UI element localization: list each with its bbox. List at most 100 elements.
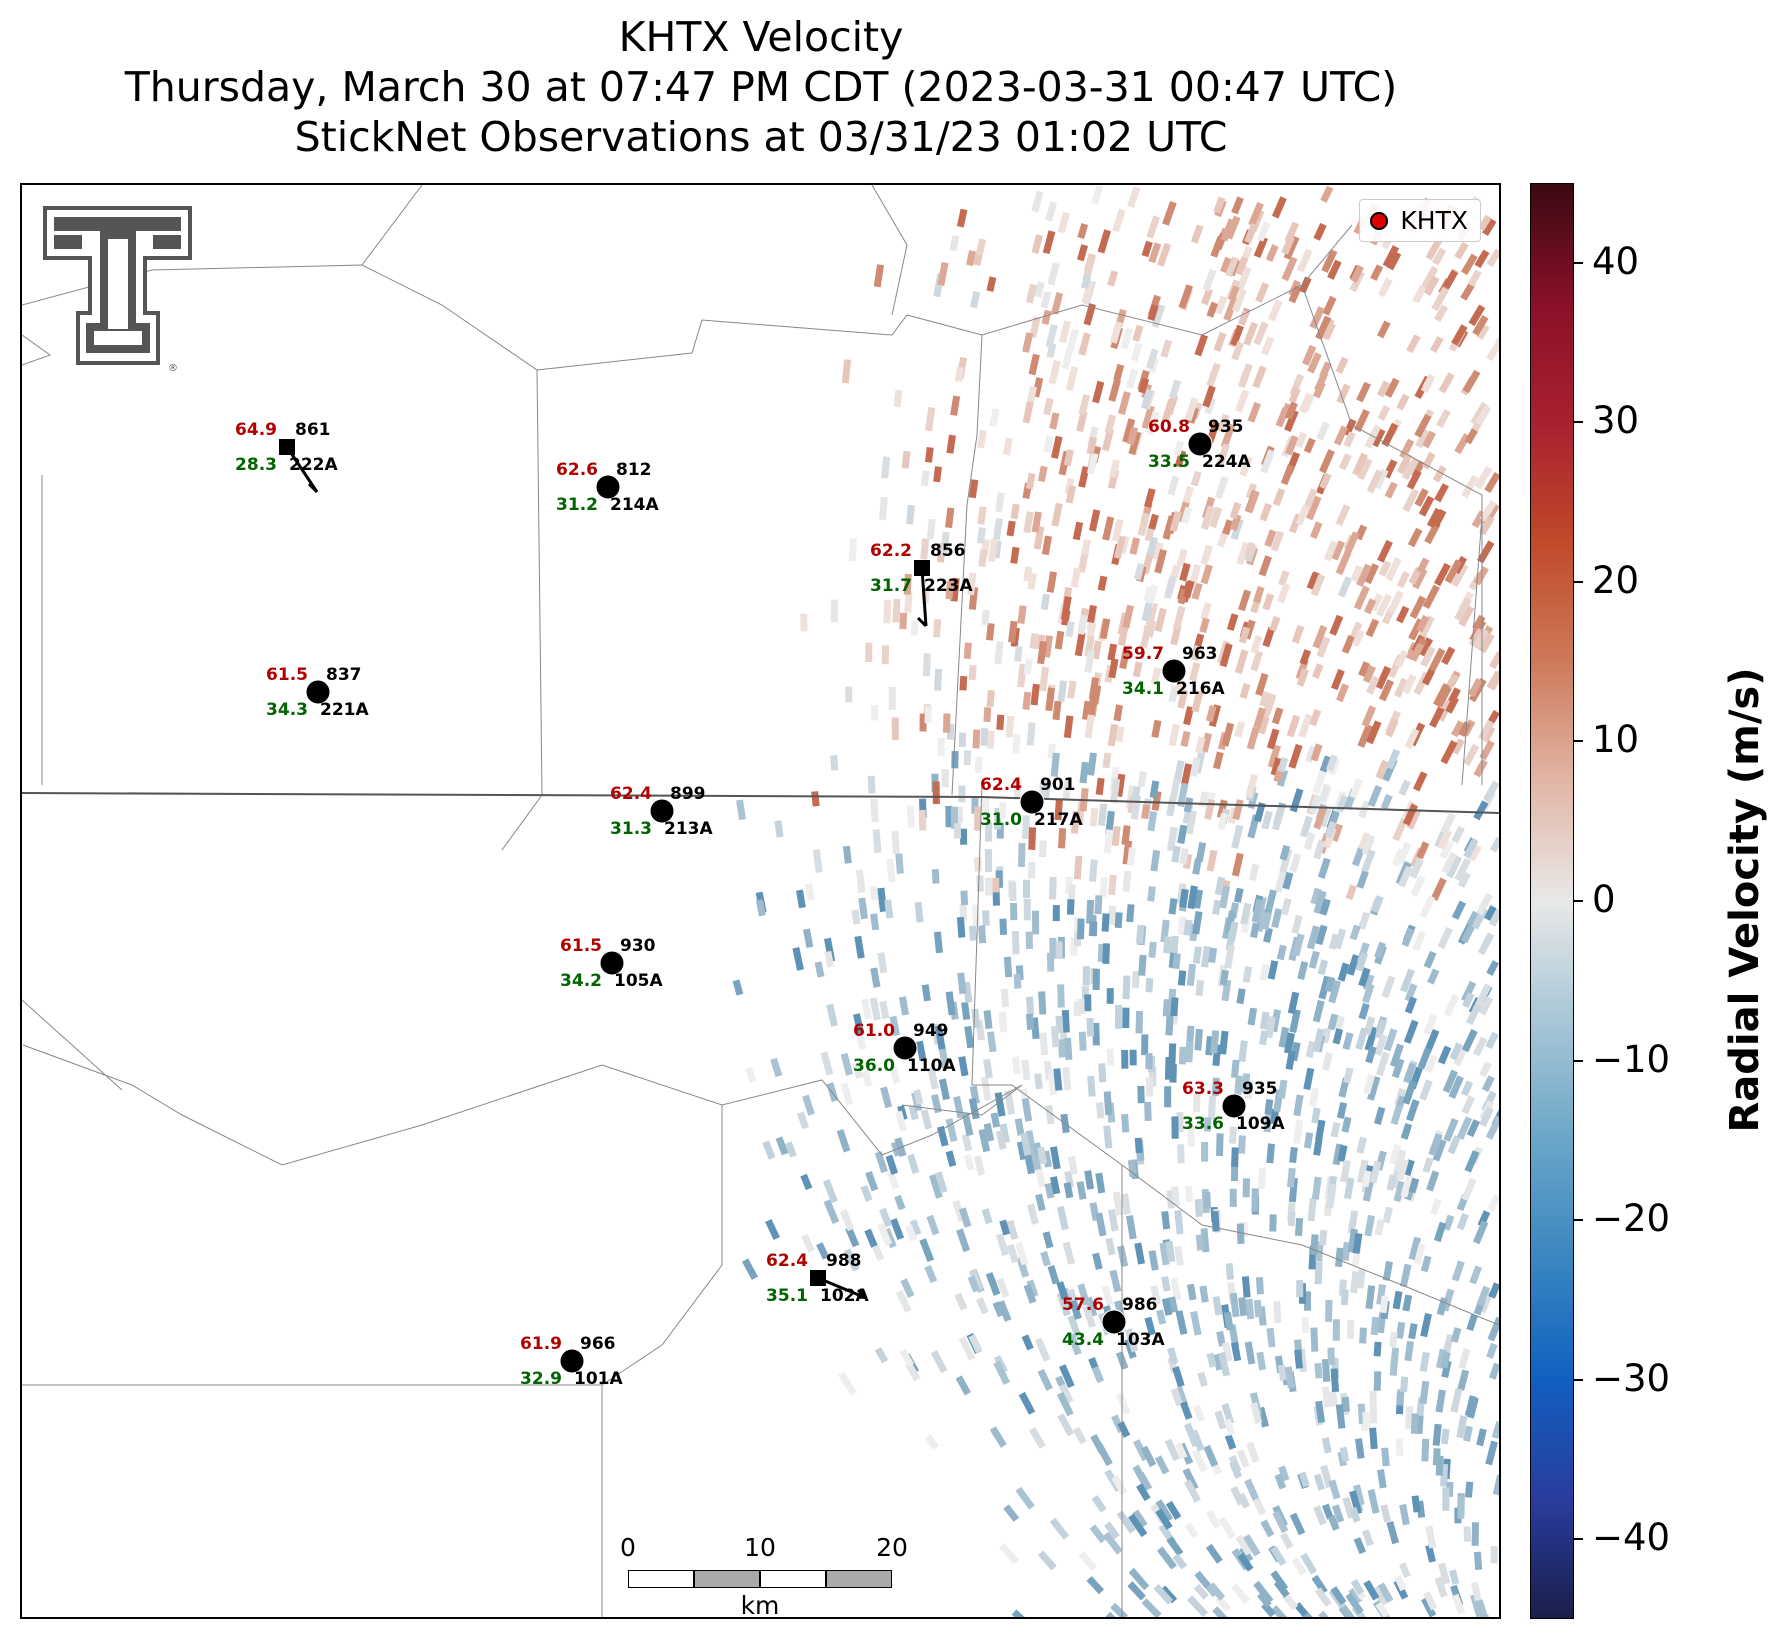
radar-gate xyxy=(961,1112,974,1137)
radar-gate xyxy=(877,952,888,974)
radar-gate xyxy=(1204,1117,1212,1132)
radar-gate xyxy=(1259,502,1272,522)
radar-gate xyxy=(1092,1252,1103,1270)
radar-gate xyxy=(890,1218,905,1241)
radar-gate xyxy=(1184,1479,1201,1503)
wind-barb xyxy=(920,567,928,627)
radar-gate xyxy=(1200,732,1213,753)
radar-gate xyxy=(967,1275,980,1293)
radar-gate xyxy=(1219,642,1233,668)
radar-gate xyxy=(1000,988,1010,1008)
radar-gate xyxy=(1457,871,1471,888)
radar-gate xyxy=(1481,1075,1495,1093)
radar-gate xyxy=(1073,855,1083,880)
radar-gate xyxy=(909,1219,922,1236)
radar-gate xyxy=(1230,1486,1245,1506)
radar-gate xyxy=(1155,1508,1173,1530)
radar-gate xyxy=(1215,443,1231,468)
radar-gate xyxy=(1327,1514,1340,1531)
radar-gate xyxy=(1238,1040,1248,1063)
radar-map[interactable]: 64.9 28.3 861 222A 62.6 31.2 812 214A 62.2 31.7 85… xyxy=(20,183,1501,1619)
radar-gate xyxy=(1284,1366,1295,1389)
radar-gate xyxy=(888,687,896,710)
radar-gate xyxy=(1458,1348,1471,1370)
radar-gate xyxy=(1420,1255,1432,1273)
radar-gate xyxy=(1396,1389,1405,1406)
radar-gate xyxy=(1015,1241,1029,1266)
radar-gate xyxy=(963,750,972,766)
radar-gate xyxy=(1396,452,1413,475)
radar-gate xyxy=(895,1290,912,1313)
radar-gate xyxy=(1263,927,1273,943)
radar-gate xyxy=(1462,369,1481,394)
radar-gate xyxy=(1250,650,1264,672)
radar-gate xyxy=(1375,759,1389,780)
radar-gate xyxy=(1381,975,1396,999)
radar-gate xyxy=(1257,1167,1266,1189)
radar-gate xyxy=(1446,855,1463,879)
radar-gate xyxy=(1291,1557,1307,1576)
radar-gate xyxy=(1406,334,1421,354)
radar-gate xyxy=(1185,810,1197,835)
radar-gate xyxy=(901,450,911,469)
radar-gate xyxy=(980,728,989,746)
scalebar-segment xyxy=(826,1570,892,1588)
radar-gate xyxy=(1140,1445,1157,1468)
radar-gate xyxy=(1201,1142,1209,1162)
radar-gate xyxy=(1107,270,1119,287)
radar-gate xyxy=(1057,1413,1075,1437)
radar-gate xyxy=(1367,1075,1381,1101)
radar-gate xyxy=(1097,229,1112,254)
radar-gate xyxy=(1375,665,1392,690)
radar-gate xyxy=(1312,625,1328,649)
radar-gate xyxy=(1106,988,1114,1004)
radar-gate xyxy=(1365,1045,1377,1064)
radar-gate xyxy=(1116,1510,1136,1534)
radar-gate xyxy=(1230,324,1244,347)
radar-gate xyxy=(1183,919,1193,936)
radar-gate xyxy=(1324,976,1336,993)
radar-gate xyxy=(1084,1170,1095,1190)
radar-gate xyxy=(1312,1028,1325,1053)
radar-gate xyxy=(1421,451,1436,470)
radar-gate xyxy=(1449,1569,1460,1585)
radar-gate xyxy=(999,1542,1020,1565)
county-line xyxy=(22,334,52,366)
radar-gate xyxy=(1106,1048,1115,1066)
radar-gate xyxy=(945,1118,958,1143)
radar-gate xyxy=(1295,504,1310,526)
radar-gate xyxy=(1141,1598,1162,1617)
radar-gate xyxy=(1308,950,1320,969)
radar-gate xyxy=(1077,223,1089,239)
colorbar-tick-label: −30 xyxy=(1592,1356,1671,1400)
radar-gate xyxy=(1287,991,1300,1015)
radar-gate xyxy=(1479,740,1495,761)
radar-gate xyxy=(1170,1277,1182,1301)
radar-gate xyxy=(1303,437,1316,454)
radar-gate xyxy=(1146,348,1159,370)
radar-gate xyxy=(1264,529,1277,548)
radar-gate xyxy=(1400,1376,1409,1393)
radar-gate xyxy=(1277,570,1290,587)
radar-gate xyxy=(1095,1172,1106,1194)
radar-gate xyxy=(1473,758,1488,778)
radar-gate xyxy=(1154,549,1167,574)
radar-gate xyxy=(1471,1522,1479,1546)
radar-gate xyxy=(805,883,815,901)
radar-gate xyxy=(1054,799,1063,821)
